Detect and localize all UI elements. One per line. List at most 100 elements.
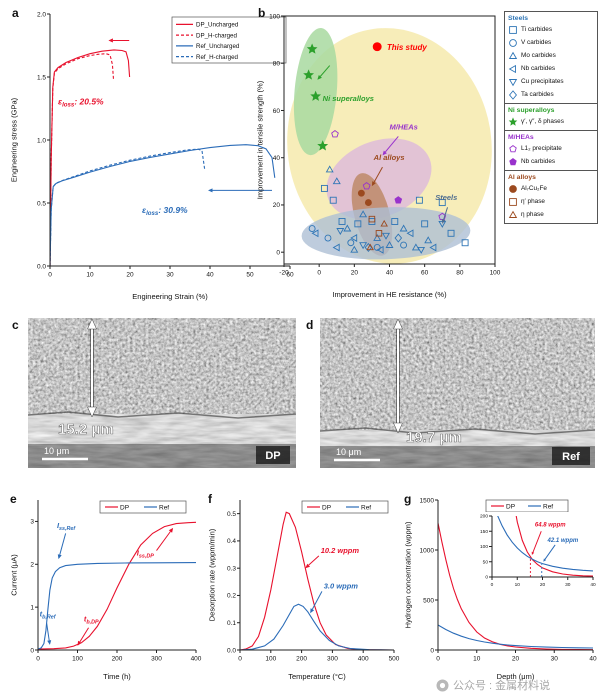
square-marker-icon: [509, 197, 517, 206]
scatter-eta-prime-phase: [368, 215, 383, 237]
series-Ref: [240, 603, 394, 650]
wechat-icon: [436, 679, 449, 691]
depth-measure-arrow: [393, 318, 403, 434]
svg-text:100: 100: [490, 270, 501, 277]
svg-text:40: 40: [273, 155, 281, 162]
svg-text:2: 2: [30, 562, 34, 569]
scale-bar-label: 10 μm: [336, 447, 361, 457]
svg-text:40: 40: [206, 272, 214, 279]
svg-text:150: 150: [480, 529, 488, 535]
annotation: This study: [387, 43, 428, 52]
svg-text:60: 60: [286, 272, 294, 279]
svg-text:0.2: 0.2: [227, 593, 236, 600]
x-axis-label: Temperature (°C): [288, 672, 346, 681]
svg-text:DP: DP: [322, 504, 331, 511]
scatter-v-carbides: [308, 225, 408, 251]
svg-text:0.0: 0.0: [227, 647, 236, 654]
panel-b-label: b: [258, 6, 266, 20]
x-axis-label: Engineering Strain (%): [132, 292, 208, 301]
svg-text:80: 80: [456, 270, 464, 277]
svg-text:0: 0: [317, 270, 321, 277]
svg-text:100: 100: [265, 656, 276, 663]
svg-text:1.0: 1.0: [37, 137, 46, 144]
legend-entry: Cu precipitates: [508, 75, 594, 88]
diamond-marker-icon: [509, 89, 517, 100]
svg-text:0: 0: [436, 656, 440, 663]
svg-text:DP_Uncharged: DP_Uncharged: [196, 22, 239, 29]
circle-marker-icon: [509, 184, 517, 193]
svg-text:20: 20: [351, 270, 359, 277]
annotation: 42.1 wppm: [547, 538, 579, 544]
annotation: 64.8 wppm: [535, 523, 566, 529]
svg-text:30: 30: [565, 582, 571, 588]
svg-text:60: 60: [421, 270, 429, 277]
svg-text:Ref: Ref: [159, 504, 169, 511]
series: [438, 522, 593, 650]
sample-tag-bg: [552, 447, 590, 465]
svg-text:0: 0: [30, 647, 34, 654]
series-DP: [240, 511, 394, 650]
panel-g: 0 10 20 30 40 0 500 1000 1500 Depth (μm) Hydrogen …: [402, 490, 599, 687]
svg-text:10: 10: [86, 272, 94, 279]
svg-text:400: 400: [191, 656, 202, 663]
series: [497, 516, 593, 577]
legend-section-title: M/HEAs: [508, 134, 534, 141]
svg-text:-20: -20: [279, 270, 289, 277]
depth-measure-arrow: [87, 318, 97, 418]
panel-c: 15.2 μm 10 μm DP: [27, 318, 297, 473]
scale-bar-label: 10 μm: [44, 446, 69, 456]
ticks: 0 10 20 30 40 50 60 0.0 0.5 1.0 1.5 2.0: [37, 11, 294, 278]
sem-image-ref: 19.7 μm 10 μm Ref: [319, 318, 596, 468]
annotation: 3.0 wppm: [324, 582, 359, 591]
sem-info-bar: [320, 446, 595, 468]
svg-text:200: 200: [112, 656, 123, 663]
legend-entry-label: γ′, γ″, δ phases: [521, 118, 564, 125]
svg-text:40: 40: [590, 582, 596, 588]
panel-f: 0 100 200 300 400 500 0.0 0.1 0.2 0.3 0.4 0.5 Temper…: [206, 490, 402, 687]
legend-entry-label: Cu precipitates: [521, 78, 564, 85]
svg-text:60: 60: [273, 108, 281, 115]
scatter-ta-carbides: [364, 233, 403, 252]
depth-value: 15.2 μm: [58, 421, 114, 438]
svg-text:DP: DP: [506, 503, 515, 510]
svg-text:20: 20: [512, 656, 520, 663]
series-DP: [515, 516, 593, 577]
y-axis-label: Current (μA): [10, 554, 19, 596]
series-DP: [438, 522, 593, 650]
legend-entry-label: Ta carbides: [521, 91, 554, 98]
panel-e: 0 100 200 300 400 0 1 2 3 Time (h) Current (μA) Iss…: [8, 490, 204, 687]
circle-marker-icon: [509, 38, 517, 47]
svg-text:100: 100: [269, 13, 280, 20]
svg-text:0: 0: [485, 575, 488, 581]
watermark: 公众号 : 金属材料说: [436, 677, 550, 693]
legend-entry: γ′, γ″, δ phases: [508, 115, 594, 128]
annotation: M/HEAs: [390, 122, 418, 131]
series: [240, 511, 394, 650]
legend-entry-label: η phase: [521, 211, 544, 218]
svg-text:1: 1: [30, 604, 34, 611]
regions: [287, 28, 492, 264]
svg-text:0.3: 0.3: [227, 565, 236, 572]
svg-text:0.5: 0.5: [37, 200, 46, 207]
svg-text:200: 200: [480, 514, 488, 520]
legend-section-title: Ni superalloys: [508, 107, 555, 114]
chart-legend: DP_Uncharged DP_H-charged Ref_Uncharged Ref…: [171, 16, 287, 64]
svg-text:40: 40: [589, 656, 597, 663]
svg-text:1.5: 1.5: [37, 74, 46, 81]
legend-entry-label: Nb carbides: [521, 158, 556, 165]
svg-text:100: 100: [480, 544, 488, 550]
legend-section-title: Steels: [508, 15, 529, 22]
series-Ref: [438, 624, 593, 649]
improvement-scatter-chart: -20 0 20 40 60 80 100 0 20 40 60 80 100 Improvement i…: [256, 13, 501, 299]
legend-entry-label: L1₂ precipitate: [521, 145, 562, 152]
series-Ref: [38, 562, 196, 650]
sem-substrate-zone: [320, 430, 595, 468]
sample-tag: Ref: [562, 451, 580, 463]
panel-c-label: c: [12, 318, 19, 332]
scatter-this-study: [372, 42, 382, 52]
series-DP: [38, 521, 196, 650]
sample-tag-bg: [256, 446, 290, 464]
inset-chart-container: 0 10 20 30 40 0 50 100 150 200 64.8 wppm 42.1 wppm: [474, 512, 596, 595]
y-axis-label: Desorption rate (wppm/min): [208, 528, 217, 621]
